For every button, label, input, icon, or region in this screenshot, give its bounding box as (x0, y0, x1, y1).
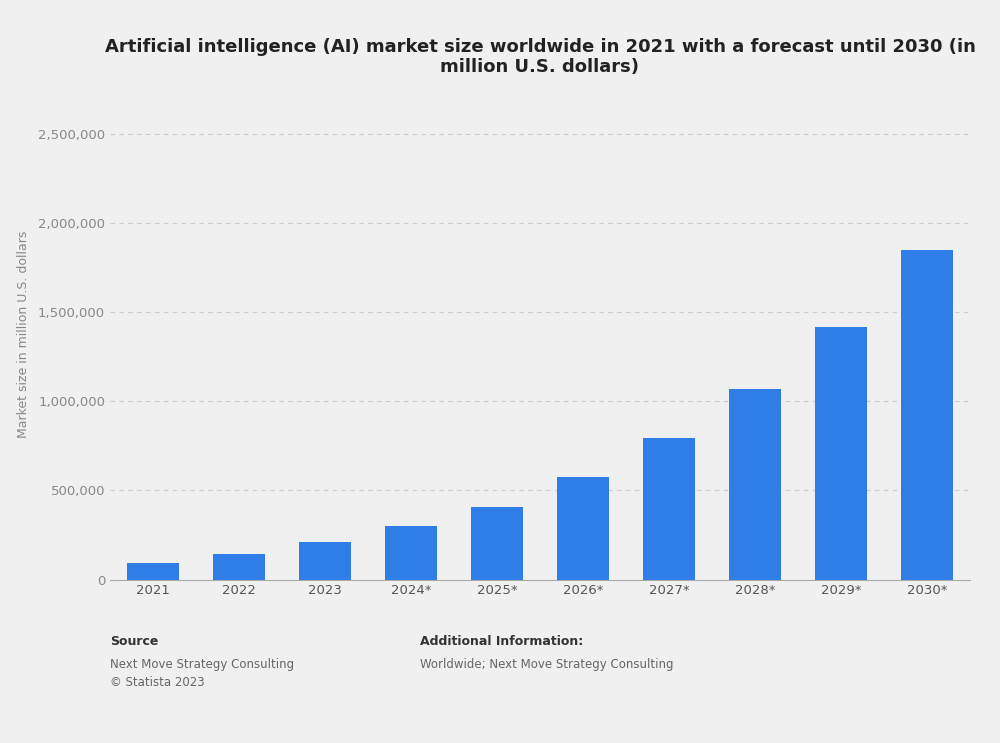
Y-axis label: Market size in million U.S. dollars: Market size in million U.S. dollars (17, 230, 30, 438)
Bar (729, 389, 781, 580)
Title: Artificial intelligence (AI) market size worldwide in 2021 with a forecast until: Artificial intelligence (AI) market size… (105, 38, 975, 77)
Text: Next Move Strategy Consulting
© Statista 2023: Next Move Strategy Consulting © Statista… (110, 658, 294, 689)
Bar (471, 507, 523, 580)
Text: Source: Source (110, 635, 158, 648)
Bar (213, 554, 265, 580)
Text: Worldwide; Next Move Strategy Consulting: Worldwide; Next Move Strategy Consulting (420, 658, 674, 670)
Bar (815, 327, 867, 580)
Bar (385, 526, 437, 580)
Text: Additional Information:: Additional Information: (420, 635, 583, 648)
Bar (557, 477, 609, 580)
Bar (901, 250, 953, 580)
Bar (299, 542, 351, 580)
Bar (643, 438, 695, 580)
Bar (127, 563, 179, 580)
